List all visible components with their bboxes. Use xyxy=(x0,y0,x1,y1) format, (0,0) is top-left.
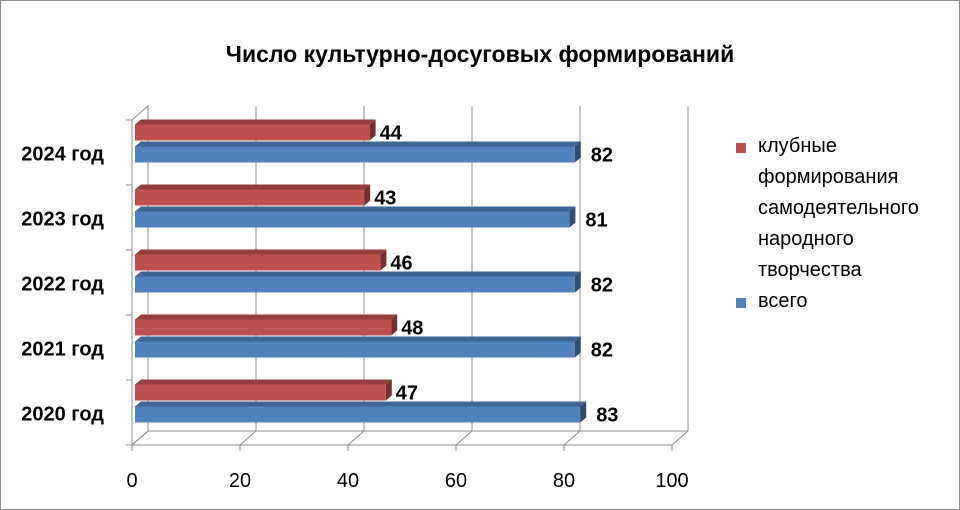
bar-clubs-2 xyxy=(135,249,387,271)
data-label-total-4: 83 xyxy=(596,405,618,427)
chart-title: Число культурно-досуговых формирований xyxy=(226,41,734,67)
legend-item-0: клубные формирования самодеятельного народн… xyxy=(736,135,919,281)
legend-label-1: всего xyxy=(758,290,808,312)
legend-item-1: всего xyxy=(736,290,808,312)
x-tick-label-5: 100 xyxy=(655,470,688,492)
legend-swatch-0 xyxy=(736,143,746,153)
legend: клубные формирования самодеятельного народн… xyxy=(736,135,919,312)
floor-line-4 xyxy=(563,430,581,446)
data-label-total-3: 82 xyxy=(591,340,613,362)
bar-total-1 xyxy=(135,206,576,228)
legend-label-0: клубные формирования самодеятельного народн… xyxy=(758,135,919,281)
bar-total-4 xyxy=(135,401,587,423)
axes xyxy=(126,104,688,451)
y-tick-label-1: 2023 год xyxy=(21,209,104,231)
data-label-clubs-2: 46 xyxy=(390,253,412,275)
x-tick-label-3: 60 xyxy=(445,470,467,492)
data-labels: 44 82 43 81 46 82 48 82 47 83 xyxy=(374,123,618,427)
data-label-clubs-1: 43 xyxy=(374,188,396,210)
legend-swatch-1 xyxy=(736,298,746,308)
x-tick-label-2: 40 xyxy=(337,470,359,492)
data-label-clubs-3: 48 xyxy=(401,318,423,340)
bar-clubs-4 xyxy=(135,379,392,401)
data-label-total-2: 82 xyxy=(591,275,613,297)
x-tick-labels: 0 20 40 60 80 100 xyxy=(126,470,688,492)
floor-line-3 xyxy=(455,430,473,446)
data-label-clubs-4: 47 xyxy=(396,383,418,405)
bar-total-0 xyxy=(135,141,581,163)
y-tick-labels: 2024 год 2023 год 2022 год 2021 год 2020 год xyxy=(21,144,104,426)
bars xyxy=(135,119,587,423)
y-tick-label-0: 2024 год xyxy=(21,144,104,166)
data-label-total-0: 82 xyxy=(591,145,613,167)
floor-line-5 xyxy=(671,430,689,446)
floor-line-2 xyxy=(347,430,365,446)
bar-clubs-3 xyxy=(135,314,398,336)
y-tick-label-2: 2022 год xyxy=(21,274,104,296)
bar-total-3 xyxy=(135,336,581,358)
y-tick-label-4: 2020 год xyxy=(21,404,104,426)
x-tick-label-1: 20 xyxy=(229,470,251,492)
bar-total-2 xyxy=(135,271,581,293)
data-label-clubs-0: 44 xyxy=(380,123,403,145)
y-tick-label-3: 2021 год xyxy=(21,339,104,361)
data-label-total-1: 81 xyxy=(585,210,607,232)
x-tick-label-4: 80 xyxy=(553,470,575,492)
x-tick-label-0: 0 xyxy=(126,470,137,492)
floor-line-1 xyxy=(239,430,257,446)
bar-clubs-0 xyxy=(135,119,376,141)
bar-clubs-1 xyxy=(135,184,371,206)
